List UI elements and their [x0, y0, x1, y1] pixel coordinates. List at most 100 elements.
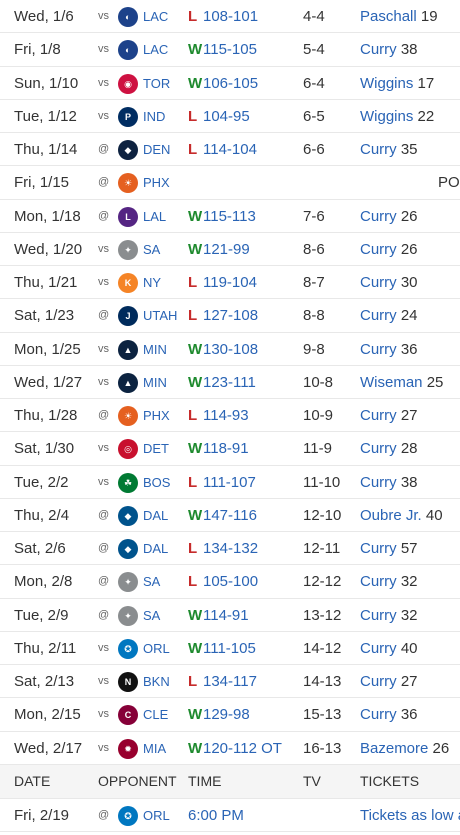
high-points-leader[interactable]: Bazemore 26 — [360, 732, 449, 765]
game-score-link[interactable]: 123-111 — [203, 373, 256, 391]
game-score-link[interactable]: 104-95 — [203, 107, 250, 125]
leader-name[interactable]: Oubre Jr. — [360, 506, 422, 524]
high-points-leader[interactable]: Curry 30 — [360, 266, 418, 299]
leader-points: 30 — [400, 274, 418, 291]
opponent-link[interactable]: DAL — [143, 541, 169, 556]
opponent-link[interactable]: PHX — [143, 408, 170, 423]
opponent-link[interactable]: BKN — [143, 674, 170, 689]
opponent-link[interactable]: TOR — [143, 75, 171, 91]
game-score-link[interactable]: 106-105 — [203, 74, 259, 92]
game-score-link[interactable]: 119-104 — [203, 274, 257, 291]
leader-name[interactable]: Curry — [360, 307, 397, 325]
game-score-link[interactable]: 114-104 — [203, 141, 257, 158]
leader-name[interactable]: Curry — [360, 240, 397, 258]
game-score-link[interactable]: 121-99 — [203, 240, 250, 258]
game-score-link[interactable]: 111-105 — [203, 639, 256, 657]
high-points-leader[interactable]: Wiggins 22 — [360, 100, 434, 133]
leader-name[interactable]: Curry — [360, 340, 397, 358]
game-score-link[interactable]: 129-98 — [203, 706, 250, 724]
high-points-leader[interactable]: Curry 32 — [360, 599, 418, 632]
high-points-leader[interactable]: Curry 57 — [360, 532, 418, 565]
opponent-link[interactable]: ORL — [143, 640, 170, 656]
opponent-link[interactable]: CLE — [143, 707, 169, 723]
leader-name[interactable]: Curry — [360, 207, 397, 225]
game-score-link[interactable]: 127-108 — [203, 307, 259, 325]
leader-name[interactable]: Curry — [360, 473, 397, 491]
leader-name[interactable]: Curry — [360, 706, 397, 724]
game-score-link[interactable]: 115-105 — [203, 41, 257, 59]
high-points-leader[interactable]: Wiggins 17 — [360, 67, 434, 100]
opponent-link[interactable]: LAC — [143, 9, 169, 24]
home-away-indicator: @ — [98, 309, 110, 322]
leader-name[interactable]: Wiggins — [360, 107, 414, 125]
game-result: W — [188, 706, 203, 724]
high-points-leader[interactable]: Curry 27 — [360, 665, 418, 698]
leader-name[interactable]: Wiseman — [360, 373, 423, 391]
opponent-link[interactable]: PHX — [143, 175, 170, 191]
team-logo-icon: ◐ — [118, 40, 138, 61]
opponent-link[interactable]: NY — [143, 275, 162, 290]
leader-name[interactable]: Curry — [360, 673, 397, 690]
leader-name[interactable]: Curry — [360, 41, 397, 59]
leader-name[interactable]: Curry — [360, 606, 397, 624]
game-score-link[interactable]: 111-107 — [203, 473, 256, 491]
opponent-link[interactable]: DEN — [143, 142, 171, 157]
high-points-leader[interactable]: Curry 32 — [360, 565, 418, 598]
home-away-indicator: vs — [98, 76, 109, 89]
leader-name[interactable]: Curry — [360, 573, 397, 591]
opponent-link[interactable]: IND — [143, 108, 166, 124]
opponent-link[interactable]: MIN — [143, 341, 167, 357]
leader-name[interactable]: Wiggins — [360, 74, 414, 92]
high-points-leader[interactable]: Curry 36 — [360, 698, 418, 731]
opponent-link[interactable]: UTAH — [143, 308, 178, 324]
game-score-link[interactable]: 130-108 — [203, 340, 259, 358]
high-points-leader[interactable]: Wiseman 25 — [360, 366, 443, 399]
game-score-link[interactable]: 114-91 — [203, 606, 249, 624]
leader-name[interactable]: Paschall — [360, 8, 417, 25]
opponent-link[interactable]: BOS — [143, 474, 171, 490]
game-score-link[interactable]: 134-117 — [203, 673, 257, 690]
leader-name[interactable]: Bazemore — [360, 739, 429, 757]
leader-name[interactable]: Curry — [360, 141, 397, 158]
high-points-leader[interactable]: Curry 28 — [360, 432, 418, 465]
leader-name[interactable]: Curry — [360, 274, 397, 291]
high-points-leader[interactable]: Curry 35 — [360, 133, 418, 166]
team-logo-icon: ◎ — [118, 439, 138, 460]
game-score-link[interactable]: 105-100 — [203, 573, 259, 591]
game-score-link[interactable]: 114-93 — [203, 407, 249, 424]
game-result: W — [188, 639, 203, 657]
opponent-link[interactable]: MIN — [143, 374, 167, 390]
high-points-leader[interactable]: Curry 36 — [360, 333, 418, 366]
game-score-link[interactable]: 120-112 OT — [203, 739, 282, 757]
opponent-link[interactable]: LAC — [143, 42, 169, 58]
opponent-link[interactable]: ORL — [143, 807, 170, 823]
opponent-link[interactable]: SA — [143, 241, 161, 257]
game-row: Thu, 2/11 vs ✪ ORL W 111-105 14-12 Curry 40 — [0, 632, 460, 665]
leader-name[interactable]: Curry — [360, 639, 397, 657]
game-score-link[interactable]: 134-132 — [203, 540, 259, 557]
game-score-link[interactable]: 118-91 — [203, 440, 249, 458]
game-score-link[interactable]: 115-113 — [203, 207, 256, 225]
high-points-leader[interactable]: Paschall 19 — [360, 0, 438, 33]
game-time-link[interactable]: 6:00 PM — [188, 806, 244, 824]
opponent-link[interactable]: LAL — [143, 208, 167, 224]
opponent-link[interactable]: SA — [143, 574, 161, 590]
high-points-leader[interactable]: Curry 38 — [360, 33, 418, 66]
high-points-leader[interactable]: Oubre Jr. 40 — [360, 499, 443, 532]
opponent-link[interactable]: DAL — [143, 507, 169, 523]
leader-name[interactable]: Curry — [360, 440, 397, 458]
tickets-link[interactable]: Tickets as low a — [360, 806, 460, 824]
high-points-leader[interactable]: Curry 40 — [360, 632, 418, 665]
leader-name[interactable]: Curry — [360, 540, 397, 557]
high-points-leader[interactable]: Curry 27 — [360, 399, 418, 432]
opponent-link[interactable]: SA — [143, 607, 161, 623]
high-points-leader[interactable]: Curry 26 — [360, 200, 418, 233]
high-points-leader[interactable]: Curry 24 — [360, 299, 418, 332]
opponent-link[interactable]: DET — [143, 441, 169, 457]
opponent-link[interactable]: MIA — [143, 740, 167, 756]
high-points-leader[interactable]: Curry 26 — [360, 233, 418, 266]
game-score-link[interactable]: 147-116 — [203, 506, 257, 524]
high-points-leader[interactable]: Curry 38 — [360, 466, 418, 499]
leader-name[interactable]: Curry — [360, 407, 397, 424]
game-score-link[interactable]: 108-101 — [203, 8, 259, 25]
